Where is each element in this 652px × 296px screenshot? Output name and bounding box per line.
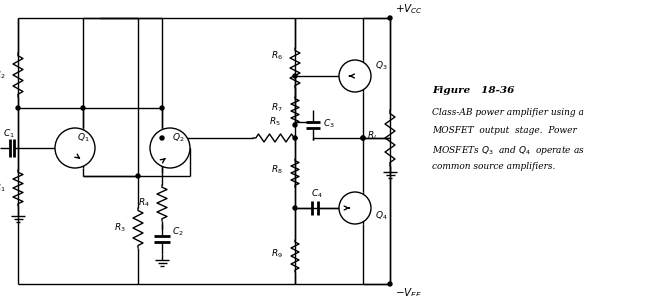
Circle shape <box>160 106 164 110</box>
Circle shape <box>361 136 365 140</box>
Text: $C_4$: $C_4$ <box>311 187 323 200</box>
Text: $R_8$: $R_8$ <box>271 164 283 176</box>
Text: Figure   18-36: Figure 18-36 <box>432 86 514 95</box>
Circle shape <box>136 174 140 178</box>
Circle shape <box>150 128 190 168</box>
Text: $R_4$: $R_4$ <box>138 197 150 209</box>
Circle shape <box>293 74 297 78</box>
Text: $R_9$: $R_9$ <box>271 247 283 260</box>
Text: common source amplifiers.: common source amplifiers. <box>432 162 556 171</box>
Text: $-V_{EE}$: $-V_{EE}$ <box>395 286 422 296</box>
Circle shape <box>293 136 297 140</box>
Text: $R_1$: $R_1$ <box>0 182 6 194</box>
Text: MOSFET  output  stage.  Power: MOSFET output stage. Power <box>432 126 577 135</box>
Text: $R_5$: $R_5$ <box>269 115 281 128</box>
Circle shape <box>160 136 164 140</box>
Text: $R_3$: $R_3$ <box>114 222 126 234</box>
Circle shape <box>339 192 371 224</box>
Text: $R_7$: $R_7$ <box>271 102 283 115</box>
Text: $Q_4$: $Q_4$ <box>375 209 388 221</box>
Circle shape <box>339 60 371 92</box>
Text: $C_1$: $C_1$ <box>3 127 15 139</box>
Text: $Q_1$: $Q_1$ <box>77 131 89 144</box>
Circle shape <box>293 206 297 210</box>
Circle shape <box>16 106 20 110</box>
Text: $R_6$: $R_6$ <box>271 49 283 62</box>
Circle shape <box>55 128 95 168</box>
Text: $C_2$: $C_2$ <box>172 226 184 239</box>
Circle shape <box>388 282 392 286</box>
Text: MOSFETs $Q_3$  and $Q_4$  operate as: MOSFETs $Q_3$ and $Q_4$ operate as <box>432 144 585 157</box>
Text: $R_L$: $R_L$ <box>366 129 378 141</box>
Text: $C_3$: $C_3$ <box>323 118 334 131</box>
Text: $+V_{CC}$: $+V_{CC}$ <box>395 2 423 16</box>
Circle shape <box>293 123 297 127</box>
Text: Class-AB power amplifier using a: Class-AB power amplifier using a <box>432 108 584 117</box>
Text: $R_2$: $R_2$ <box>0 69 6 81</box>
Text: $Q_2$: $Q_2$ <box>172 131 185 144</box>
Circle shape <box>361 136 365 140</box>
Circle shape <box>388 16 392 20</box>
Circle shape <box>81 106 85 110</box>
Text: $Q_3$: $Q_3$ <box>375 59 387 72</box>
